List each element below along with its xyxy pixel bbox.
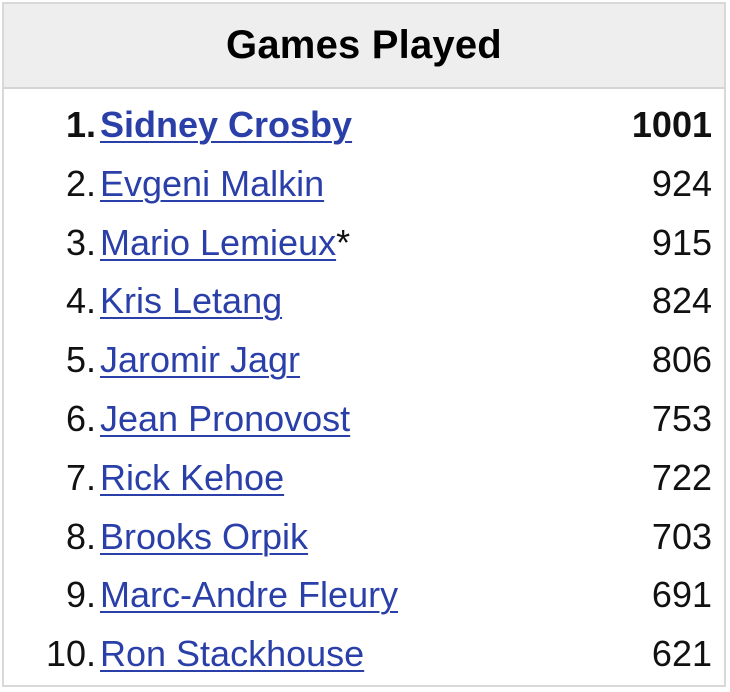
games-played-value: 753	[651, 397, 712, 439]
rank-label: 1.	[65, 104, 96, 145]
games-played-value: 621	[651, 633, 712, 675]
player-link[interactable]: Rick Kehoe	[100, 456, 285, 498]
rank-label: 8.	[65, 515, 96, 557]
rank-label: 7.	[65, 456, 96, 498]
rank-label: 10.	[45, 633, 96, 675]
leaderboard-title: Games Played	[226, 23, 502, 67]
player-link[interactable]: Brooks Orpik	[100, 515, 309, 557]
player-cell: Brooks Orpik	[100, 516, 308, 558]
player-cell: Kris Letang	[100, 280, 282, 322]
player-link[interactable]: Jaromir Jagr	[100, 339, 301, 381]
rank-label: 6.	[65, 397, 96, 439]
leaderboard-row: 7. Rick Kehoe 722	[4, 447, 724, 506]
player-cell: Sidney Crosby	[100, 104, 352, 146]
rank-label: 4.	[65, 280, 96, 322]
games-played-value: 722	[651, 456, 712, 498]
games-played-value: 703	[651, 515, 712, 557]
leaderboard-row: 3. Mario Lemieux* 915	[4, 212, 724, 271]
leaderboard-row: 2. Evgeni Malkin 924	[4, 153, 724, 212]
player-link[interactable]: Evgeni Malkin	[100, 162, 325, 204]
player-cell: Marc-Andre Fleury	[100, 574, 398, 616]
leaderboard-row: 6. Jean Pronovost 753	[4, 388, 724, 447]
player-cell: Evgeni Malkin	[100, 163, 324, 205]
player-cell: Mario Lemieux*	[100, 222, 350, 264]
player-cell: Ron Stackhouse	[100, 633, 364, 675]
rank-label: 9.	[65, 574, 96, 616]
player-mark: *	[336, 221, 351, 263]
rank-label: 5.	[65, 339, 96, 381]
leaderboard-row: 4. Kris Letang 824	[4, 270, 724, 329]
player-link[interactable]: Jean Pronovost	[100, 397, 351, 439]
games-played-value: 691	[651, 574, 712, 616]
player-cell: Rick Kehoe	[100, 457, 284, 499]
leaderboard-row: 5. Jaromir Jagr 806	[4, 329, 724, 388]
games-played-value: 806	[651, 339, 712, 381]
player-link[interactable]: Mario Lemieux	[100, 221, 337, 263]
player-cell: Jean Pronovost	[100, 398, 350, 440]
games-played-value: 824	[651, 280, 712, 322]
games-played-value: 1001	[631, 104, 712, 145]
rank-label: 3.	[65, 221, 96, 263]
leaderboard-row: 9. Marc-Andre Fleury 691	[4, 564, 724, 623]
leaderboard-row: 10. Ron Stackhouse 621	[4, 623, 724, 682]
games-played-value: 915	[651, 221, 712, 263]
player-link[interactable]: Marc-Andre Fleury	[100, 574, 399, 616]
player-link[interactable]: Sidney Crosby	[100, 104, 353, 145]
leaderboard-header: Games Played	[4, 4, 724, 89]
player-link[interactable]: Ron Stackhouse	[100, 633, 365, 675]
rank-label: 2.	[65, 162, 96, 204]
games-played-value: 924	[651, 162, 712, 204]
player-cell: Jaromir Jagr	[100, 339, 300, 381]
player-link[interactable]: Kris Letang	[100, 280, 283, 322]
leaderboard-row: 8. Brooks Orpik 703	[4, 506, 724, 565]
leaderboard-list: 1. Sidney Crosby 1001 2. Evgeni Malkin 9…	[4, 94, 724, 682]
leaderboard-row: 1. Sidney Crosby 1001	[4, 94, 724, 153]
